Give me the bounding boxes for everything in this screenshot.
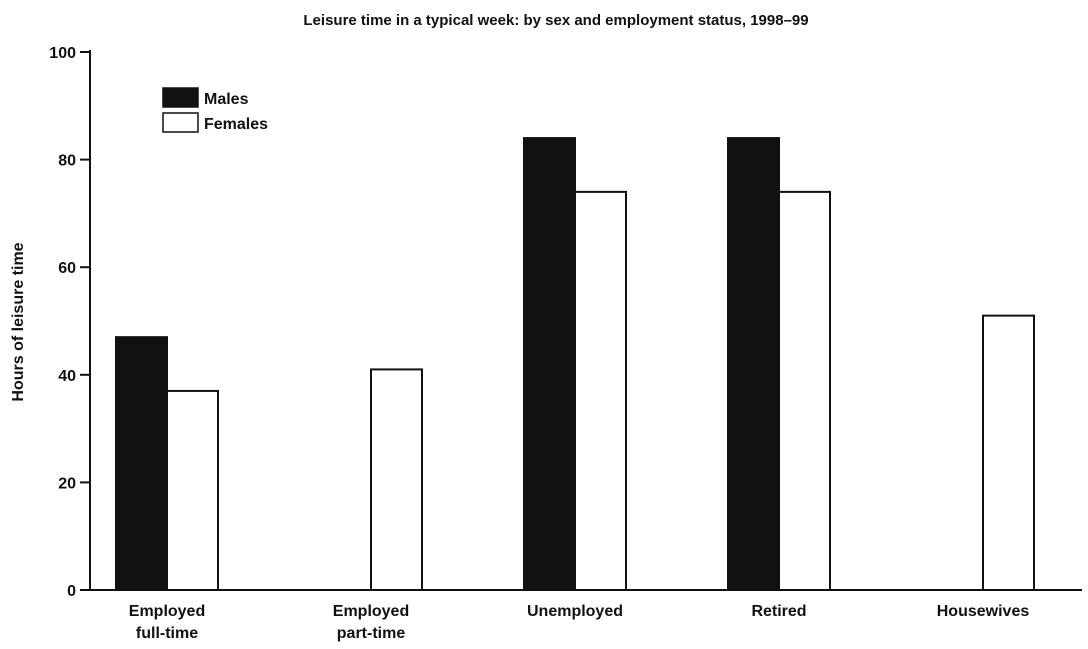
y-tick-label: 80 (58, 153, 76, 170)
chart-title: Leisure time in a typical week: by sex a… (303, 12, 808, 29)
y-axis-label: Hours of leisure time (10, 242, 27, 401)
y-tick-label: 60 (58, 260, 76, 277)
bar-females-2 (574, 190, 627, 591)
x-category-label: Retired (751, 603, 806, 620)
legend-label-females: Females (204, 116, 268, 133)
y-tick-label: 40 (58, 368, 76, 385)
x-category-label: Employed part-time (333, 603, 409, 642)
bar-males-2 (523, 137, 576, 592)
y-axis: 0 20 40 60 80 100 (49, 45, 91, 600)
bar-females-4 (982, 314, 1035, 591)
legend: Males Females (162, 87, 268, 133)
x-category-label: Employed full-time (129, 603, 205, 642)
bar-females-1 (370, 368, 423, 592)
bar-males-0 (115, 336, 168, 592)
bar-males-3 (727, 137, 780, 592)
x-category-label: Housewives (937, 603, 1030, 620)
bars (115, 137, 1035, 592)
y-tick-label: 0 (67, 583, 76, 600)
legend-swatch-females (162, 112, 199, 133)
x-axis: Employed full-time Employed part-time Unempl… (90, 589, 1082, 642)
y-tick-label: 100 (49, 45, 76, 62)
x-category-label: Unemployed (527, 603, 623, 620)
bar-females-0 (166, 389, 219, 591)
legend-label-males: Males (204, 91, 249, 108)
bar-females-3 (778, 190, 831, 591)
y-tick-label: 20 (58, 475, 76, 492)
legend-swatch-males (162, 87, 199, 108)
